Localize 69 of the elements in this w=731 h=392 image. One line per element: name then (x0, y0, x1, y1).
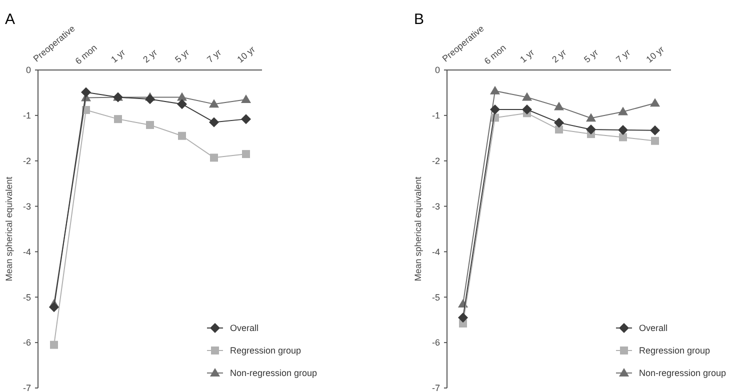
point (522, 92, 532, 101)
y-tick-label: -2 (432, 156, 440, 166)
y-tick-label: -3 (432, 201, 440, 212)
y-tick-label: -6 (432, 338, 440, 348)
y-axis-title: Mean spherical equivalent (4, 176, 14, 282)
y-tick-label: -1 (432, 110, 440, 121)
legend-label: Regression group (639, 346, 710, 356)
point (177, 99, 187, 110)
point (618, 124, 628, 135)
point (242, 150, 250, 158)
point (49, 302, 59, 312)
y-tick-label: 0 (434, 65, 440, 76)
legend-label: Regression group (230, 346, 302, 356)
x-tick-label: 1 yr (109, 47, 128, 65)
y-tick-label: -4 (432, 246, 440, 257)
y-tick-label: -7 (432, 383, 440, 392)
point (145, 94, 155, 104)
point (81, 87, 91, 98)
y-tick-label: -4 (22, 246, 31, 257)
x-tick-label: 2 yr (550, 47, 568, 65)
point (619, 133, 627, 142)
point (50, 340, 58, 349)
point (586, 113, 596, 122)
y-tick-label: -3 (22, 201, 31, 212)
point (586, 124, 596, 135)
y-tick-label: -6 (22, 338, 31, 348)
chart-title: B (414, 11, 424, 28)
point (554, 102, 564, 110)
legend-label: Non-regression group (639, 368, 726, 378)
x-tick-label: 5 yr (582, 47, 600, 65)
x-tick-label: 7 yr (205, 47, 224, 65)
point (241, 114, 251, 124)
point (209, 117, 219, 128)
point (618, 106, 628, 116)
point (114, 115, 122, 124)
point (651, 136, 659, 145)
y-tick-label: -2 (22, 156, 31, 166)
point (209, 99, 219, 108)
point (522, 104, 532, 115)
chart-title: A (5, 11, 16, 28)
legend-label: Overall (230, 323, 259, 334)
point (177, 92, 187, 101)
x-tick-label: 6 mon (73, 42, 99, 66)
point (555, 126, 563, 134)
y-tick-label: 0 (26, 65, 31, 76)
point (146, 120, 154, 129)
x-tick-label: 5 yr (173, 47, 192, 65)
point (650, 98, 660, 107)
point (210, 154, 218, 162)
point (241, 94, 251, 104)
x-tick-label: 6 mon (482, 42, 508, 66)
y-tick-label: -7 (22, 383, 31, 392)
y-tick-label: -1 (22, 110, 31, 121)
x-tick-label: 1 yr (518, 47, 536, 65)
x-tick-label: 7 yr (614, 47, 632, 65)
x-tick-label: 10 yr (644, 44, 666, 65)
point (458, 312, 468, 323)
legend-label: Overall (639, 323, 668, 334)
point (554, 118, 564, 128)
legend-label: Non-regression group (230, 368, 318, 378)
point (650, 125, 660, 136)
x-tick-label: 10 yr (235, 44, 257, 65)
x-tick-label: 2 yr (141, 47, 160, 65)
point (178, 132, 186, 140)
y-tick-label: -5 (432, 292, 440, 302)
point (490, 104, 500, 115)
y-tick-label: -5 (22, 292, 31, 302)
point (490, 86, 500, 94)
y-axis-title: Mean spherical equivalent (413, 176, 423, 282)
